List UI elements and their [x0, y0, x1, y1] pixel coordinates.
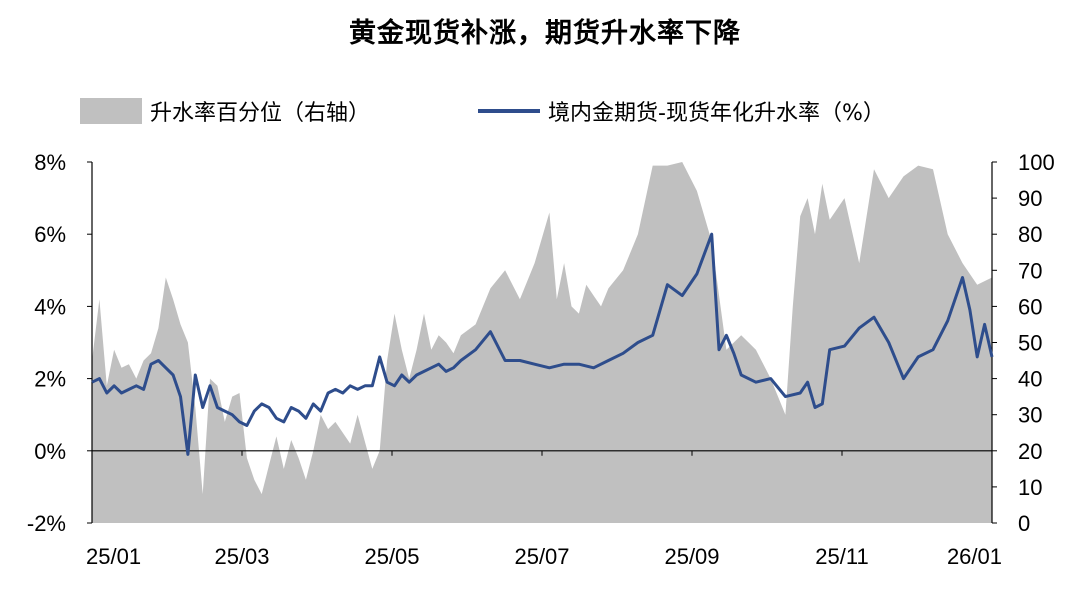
x-tick-label: 25/09 [664, 544, 719, 569]
x-tick-label: 25/11 [815, 544, 868, 569]
legend: 升水率百分位（右轴） 境内金期货-现货年化升水率（%） [80, 98, 885, 126]
right-tick-label: 50 [1018, 331, 1042, 356]
series-percentile-area [92, 162, 992, 523]
legend-label-premium: 境内金期货-现货年化升水率（%） [548, 101, 885, 126]
right-tick-label: 60 [1018, 294, 1042, 319]
x-tick-label: 25/07 [514, 544, 569, 569]
left-tick-label: 2% [34, 367, 66, 392]
right-tick-label: 30 [1018, 403, 1042, 428]
right-tick-label: 0 [1018, 511, 1030, 536]
tick-labels-layer: 8%6%4%2%0%-2%100908070605040302010025/01… [27, 150, 1055, 569]
left-tick-label: 6% [34, 222, 66, 247]
right-tick-label: 100 [1018, 150, 1055, 175]
right-tick-label: 10 [1018, 475, 1042, 500]
x-tick-label: 25/01 [86, 544, 141, 569]
right-tick-label: 40 [1018, 367, 1042, 392]
chart-title: 黄金现货补涨，期货升水率下降 [349, 17, 741, 49]
right-tick-label: 20 [1018, 439, 1042, 464]
x-tick-label: 26/01 [947, 544, 1002, 569]
right-tick-label: 70 [1018, 258, 1042, 283]
left-tick-label: 8% [34, 150, 66, 175]
percentile-area-layer [92, 162, 992, 523]
legend-swatch-percentile-area [80, 98, 142, 124]
series-premium-line [91, 232, 994, 456]
right-tick-label: 90 [1018, 186, 1042, 211]
premium-line-layer [91, 232, 994, 456]
left-tick-label: -2% [27, 511, 66, 536]
left-tick-label: 4% [34, 294, 66, 319]
left-tick-label: 0% [34, 439, 66, 464]
x-tick-label: 25/03 [214, 544, 269, 569]
right-tick-label: 80 [1018, 222, 1042, 247]
legend-label-percentile: 升水率百分位（右轴） [150, 101, 370, 126]
x-tick-label: 25/05 [364, 544, 419, 569]
